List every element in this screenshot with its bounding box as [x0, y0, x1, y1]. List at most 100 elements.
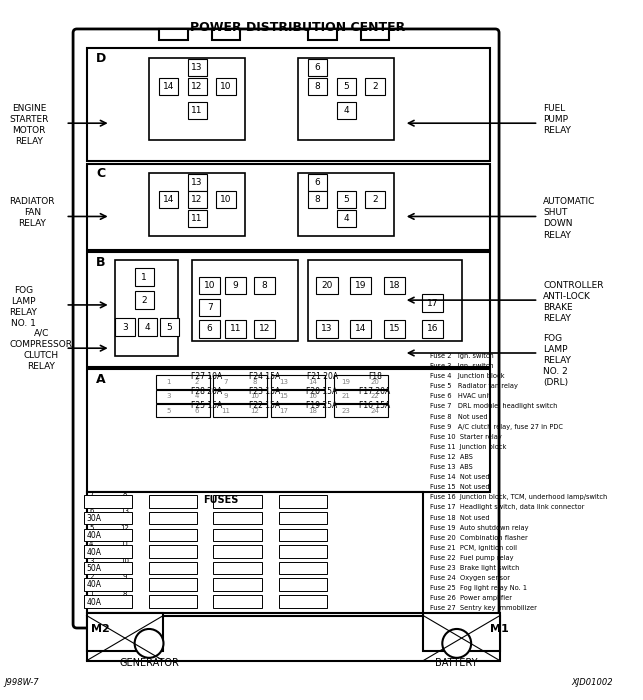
Bar	[87, 612, 163, 651]
Bar	[212, 29, 240, 41]
Bar	[365, 190, 385, 208]
FancyBboxPatch shape	[73, 29, 499, 628]
Bar	[213, 496, 262, 508]
Text: 10: 10	[220, 82, 231, 91]
Bar	[298, 173, 394, 236]
Bar	[156, 389, 210, 403]
Text: 3: 3	[166, 393, 170, 399]
Text: Fuse 12  ABS: Fuse 12 ABS	[430, 454, 473, 460]
Text: 40A: 40A	[87, 580, 102, 589]
Bar	[149, 545, 197, 558]
Bar	[84, 578, 132, 591]
Bar	[279, 512, 327, 524]
Text: 3: 3	[89, 558, 94, 564]
Text: BATTERY: BATTERY	[435, 658, 478, 668]
Text: Fuse 21  PCM, ignition coil: Fuse 21 PCM, ignition coil	[430, 545, 517, 551]
Bar	[213, 375, 267, 389]
Bar	[225, 321, 246, 337]
Bar	[336, 78, 356, 95]
Text: 4: 4	[144, 323, 150, 332]
Text: POWER DISTRIBUTION CENTER: POWER DISTRIBUTION CENTER	[190, 21, 406, 34]
Bar	[336, 102, 356, 119]
Text: F21 20A: F21 20A	[307, 372, 338, 382]
Text: 2: 2	[195, 379, 199, 385]
Text: Fuse 8   Not used: Fuse 8 Not used	[430, 414, 487, 419]
Text: 23: 23	[341, 407, 350, 414]
Text: 30A: 30A	[87, 514, 102, 523]
Bar	[159, 190, 178, 208]
Text: 11: 11	[120, 541, 129, 547]
Text: 13: 13	[321, 325, 332, 333]
Bar	[87, 370, 491, 492]
Bar	[254, 321, 275, 337]
Text: 5: 5	[166, 407, 170, 414]
Text: 14: 14	[163, 82, 174, 91]
Text: F16 15A: F16 15A	[359, 401, 391, 410]
Bar	[316, 277, 338, 294]
Bar	[134, 268, 154, 286]
Bar	[149, 496, 197, 508]
Text: 18: 18	[308, 407, 317, 414]
Text: 14: 14	[163, 195, 174, 204]
Bar	[84, 496, 132, 508]
Text: 12: 12	[192, 82, 203, 91]
Text: 12: 12	[250, 407, 259, 414]
Text: Fuse 27  Sentry key immobilizer: Fuse 27 Sentry key immobilizer	[430, 606, 537, 611]
Bar	[149, 512, 197, 524]
Text: 20: 20	[322, 281, 332, 290]
Bar	[334, 404, 388, 417]
Text: Fuse 6   HVAC unit: Fuse 6 HVAC unit	[430, 393, 491, 400]
Text: 9: 9	[123, 574, 127, 580]
Bar	[316, 321, 338, 337]
Bar	[188, 174, 207, 192]
Text: 2: 2	[372, 82, 378, 91]
Text: 40A: 40A	[87, 598, 102, 606]
Bar	[308, 190, 327, 208]
Bar	[87, 252, 491, 368]
Text: FOG
LAMP
RELAY
NO. 2
(DRL): FOG LAMP RELAY NO. 2 (DRL)	[543, 334, 571, 387]
Text: F28 20A: F28 20A	[191, 386, 222, 395]
Text: M2: M2	[91, 624, 110, 634]
Text: Fuse 7   DRL module, headlight switch: Fuse 7 DRL module, headlight switch	[430, 403, 557, 410]
Text: 7: 7	[207, 303, 212, 312]
Text: Fuse 19  Auto shutdown relay: Fuse 19 Auto shutdown relay	[430, 524, 529, 531]
Text: 2: 2	[372, 195, 378, 204]
Bar	[422, 321, 443, 337]
Text: 19: 19	[341, 379, 350, 385]
Bar	[213, 404, 267, 417]
Bar	[216, 78, 235, 95]
Text: Fuse 11  Junction block: Fuse 11 Junction block	[430, 444, 506, 450]
Bar	[213, 512, 262, 524]
Bar	[115, 260, 178, 356]
Text: 13: 13	[279, 379, 288, 385]
Bar	[279, 578, 327, 591]
Bar	[213, 545, 262, 558]
Bar	[138, 318, 157, 336]
Circle shape	[134, 629, 163, 658]
Text: 6: 6	[314, 63, 320, 72]
Bar	[134, 291, 154, 309]
Text: 8: 8	[123, 592, 127, 597]
Text: 6: 6	[195, 407, 199, 414]
Bar	[254, 277, 275, 294]
Text: F24 15A: F24 15A	[249, 372, 280, 382]
Text: Fuse 2   Ign. switch: Fuse 2 Ign. switch	[430, 353, 494, 359]
Bar	[188, 102, 207, 119]
Bar	[84, 595, 132, 608]
Text: 40A: 40A	[87, 531, 102, 540]
Bar	[87, 615, 500, 661]
Text: F25 15A: F25 15A	[191, 401, 222, 410]
Text: 19: 19	[355, 281, 367, 290]
Bar	[350, 321, 371, 337]
Bar	[199, 299, 220, 316]
Text: 11: 11	[192, 214, 203, 223]
Text: Fuse 22  Fuel pump relay: Fuse 22 Fuel pump relay	[430, 555, 513, 561]
Text: Fuse 15  Not used: Fuse 15 Not used	[430, 484, 489, 490]
Text: FUEL
PUMP
RELAY: FUEL PUMP RELAY	[543, 104, 571, 135]
Text: 24: 24	[370, 407, 379, 414]
Text: 21: 21	[341, 393, 350, 399]
Bar	[199, 321, 220, 337]
Text: Fuse 4   Junction block: Fuse 4 Junction block	[430, 373, 504, 379]
Text: Fuse 18  Not used: Fuse 18 Not used	[430, 514, 489, 521]
Text: 6: 6	[314, 178, 320, 188]
